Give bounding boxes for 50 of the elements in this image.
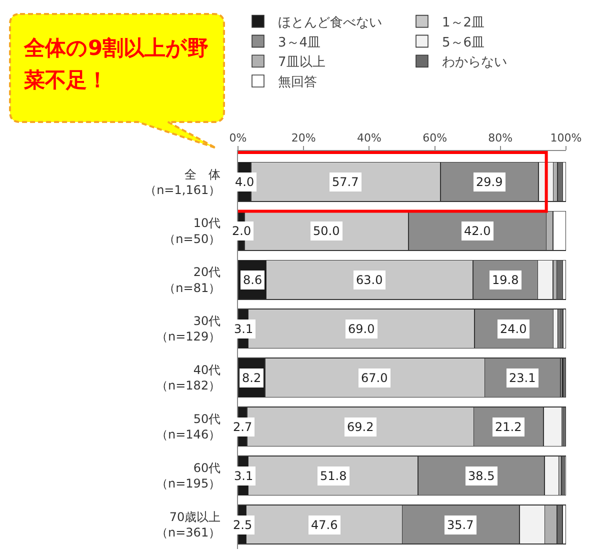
y-tick-label: 全 体（n=1,161） [144, 167, 221, 197]
data-label: 2.7 [233, 420, 252, 434]
data-label: 2.0 [232, 224, 252, 238]
data-label: 51.8 [320, 469, 347, 483]
data-label: 38.5 [468, 469, 495, 483]
y-tick-label: 70歳以上（n=361） [156, 510, 221, 540]
data-label: 2.5 [233, 518, 252, 532]
y-tick-label: 50代（n=146） [156, 412, 221, 442]
data-label: 4.0 [235, 175, 254, 189]
bar [556, 260, 564, 300]
data-label: 47.6 [311, 518, 338, 532]
x-tick-label: 20% [291, 132, 316, 145]
y-tick-label: 60代（n=195） [156, 460, 221, 491]
data-label: 23.1 [509, 371, 536, 385]
x-tick-label: 80% [488, 132, 513, 145]
x-tick-label: 100% [550, 132, 582, 145]
data-label: 21.2 [495, 420, 522, 434]
data-label: 63.0 [356, 273, 383, 287]
legend-label: ほとんど食べない [278, 15, 382, 30]
y-tick-label: 20代（n=81） [164, 265, 221, 295]
x-tick-label: 0% [229, 132, 247, 145]
y-tick-label: 30代（n=129） [156, 314, 221, 344]
x-tick-label: 60% [422, 132, 448, 145]
x-tick-label: 40% [356, 132, 382, 145]
bar [557, 162, 564, 202]
text: 全体の9割以上が野菜不足！ [24, 35, 210, 94]
data-label: 8.2 [242, 371, 262, 385]
data-label: 69.2 [347, 420, 374, 434]
legend-label: 無回答 [278, 75, 317, 90]
legend-label: 5～6皿 [442, 35, 485, 50]
data-label: 69.0 [348, 322, 375, 336]
data-label: 29.9 [476, 175, 503, 189]
data-label: 24.0 [500, 322, 527, 336]
legend-label: 7皿以上 [278, 55, 326, 70]
data-label: 42.0 [464, 224, 491, 238]
legend-label: 1～2皿 [442, 15, 485, 30]
data-label: 50.0 [313, 224, 340, 238]
data-label: 8.6 [243, 273, 262, 287]
legend-label: 3～4皿 [278, 35, 321, 50]
bar [562, 358, 566, 398]
data-label: 3.1 [234, 469, 254, 483]
legend-label: わからない [442, 55, 507, 70]
data-label: 3.1 [234, 322, 254, 336]
data-label: 19.8 [492, 273, 519, 287]
bar [562, 308, 566, 349]
data-label: 35.7 [447, 518, 474, 532]
y-tick-label: 40代（n=182） [156, 363, 221, 393]
y-tick-label: 10代（n=50） [164, 216, 221, 246]
data-label: 57.7 [332, 175, 359, 189]
data-label: 67.0 [361, 371, 388, 385]
